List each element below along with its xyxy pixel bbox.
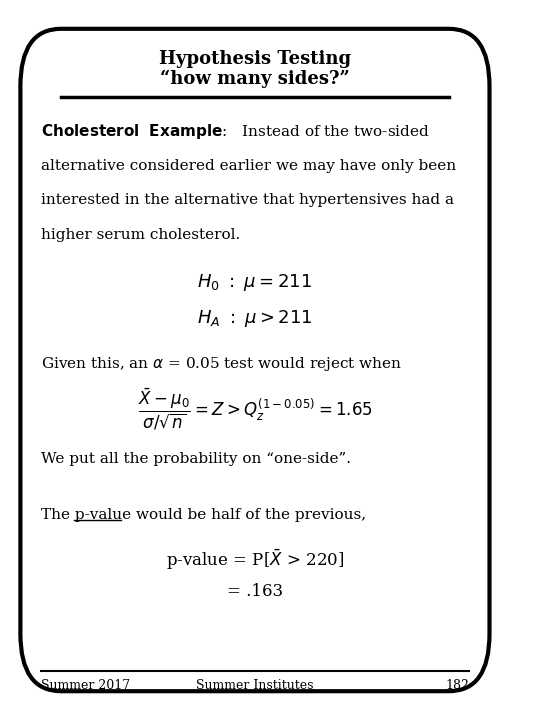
Text: p-value = P[$\bar{X}$ > 220]: p-value = P[$\bar{X}$ > 220] bbox=[166, 548, 344, 572]
Text: Given this, an $\alpha$ = 0.05 test would reject when: Given this, an $\alpha$ = 0.05 test woul… bbox=[41, 355, 402, 373]
Text: “how many sides?”: “how many sides?” bbox=[160, 70, 350, 89]
Text: Hypothesis Testing: Hypothesis Testing bbox=[159, 50, 351, 68]
Text: Summer Institutes: Summer Institutes bbox=[196, 679, 314, 692]
Text: 182: 182 bbox=[445, 679, 469, 692]
Text: interested in the alternative that hypertensives had a: interested in the alternative that hyper… bbox=[41, 193, 454, 207]
Text: $H_A\ :\ \mu > 211$: $H_A\ :\ \mu > 211$ bbox=[197, 307, 313, 329]
Text: We put all the probability on “one-side”.: We put all the probability on “one-side”… bbox=[41, 452, 351, 467]
Text: $\mathbf{Cholesterol\ \ Example}$:   Instead of the two-sided: $\mathbf{Cholesterol\ \ Example}$: Inste… bbox=[41, 122, 430, 140]
FancyBboxPatch shape bbox=[21, 29, 489, 691]
Text: higher serum cholesterol.: higher serum cholesterol. bbox=[41, 228, 240, 242]
Text: = .163: = .163 bbox=[227, 583, 283, 600]
Text: $H_0\ :\ \mu = 211$: $H_0\ :\ \mu = 211$ bbox=[198, 271, 313, 293]
Text: $\dfrac{\bar{X}-\mu_0}{\sigma/\sqrt{n}} = Z > Q_z^{(1-0.05)} = 1.65$: $\dfrac{\bar{X}-\mu_0}{\sigma/\sqrt{n}} … bbox=[138, 386, 372, 432]
Text: alternative considered earlier we may have only been: alternative considered earlier we may ha… bbox=[41, 158, 456, 173]
Text: The p-value would be half of the previous,: The p-value would be half of the previou… bbox=[41, 508, 366, 522]
Text: Summer 2017: Summer 2017 bbox=[41, 679, 130, 692]
